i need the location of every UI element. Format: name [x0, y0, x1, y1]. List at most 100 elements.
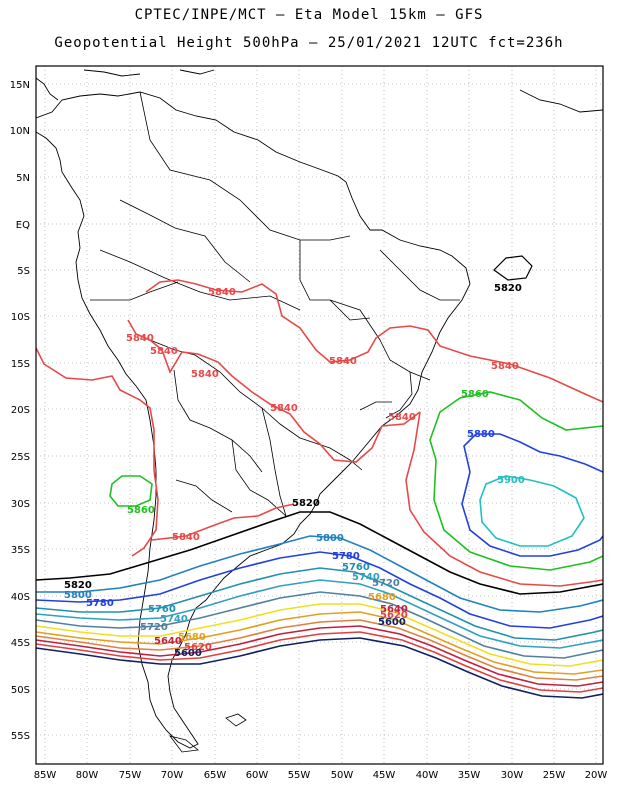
contour-label: 5840 — [388, 412, 416, 423]
lon-tick: 85W — [34, 770, 57, 781]
contour-label: 5900 — [497, 475, 525, 486]
contour-label: 5840 — [329, 356, 357, 367]
contour-label: 5600 — [378, 617, 406, 628]
lon-tick: 80W — [76, 770, 99, 781]
contour-label: 5780 — [332, 551, 360, 562]
contour-label: 5840 — [208, 287, 236, 298]
contours — [36, 255, 603, 699]
contour-label: 5840 — [491, 361, 519, 372]
contour-label: 5760 — [148, 604, 176, 615]
contour-5860-west — [109, 475, 153, 507]
contour-label: 5840 — [126, 333, 154, 344]
island-falklands — [225, 713, 247, 727]
lon-tick: 35W — [458, 770, 481, 781]
lat-tick: 40S — [11, 592, 30, 603]
contour-5760 — [36, 567, 603, 641]
lat-tick: 20S — [11, 405, 30, 416]
longitude-axis: 85W 80W 75W 70W 65W 60W 55W 50W 45W 40W … — [34, 770, 608, 781]
contour-5880-high — [463, 433, 603, 473]
contour-label: 5840 — [150, 346, 178, 357]
contour-5860-high — [429, 391, 603, 461]
lon-tick: 60W — [246, 770, 269, 781]
lon-tick: 25W — [543, 770, 566, 781]
graticule — [36, 66, 603, 764]
lat-tick: 5S — [17, 266, 30, 277]
contour-label: 5840 — [270, 403, 298, 414]
lon-tick: 50W — [331, 770, 354, 781]
lon-tick: 30W — [501, 770, 524, 781]
contour-5840-pacific — [36, 347, 159, 557]
contour-5640 — [36, 625, 603, 687]
lat-tick: 25S — [11, 452, 30, 463]
coastline-central-america — [36, 69, 603, 113]
contour-5840-pacific-2 — [151, 503, 295, 541]
map-frame — [35, 65, 604, 765]
country-borders — [90, 91, 460, 517]
island-tierra-del-fuego — [169, 735, 199, 753]
contour-5700 — [36, 603, 603, 667]
contour-label: 5740 — [352, 572, 380, 583]
contour-label: 5820 — [64, 580, 92, 591]
contour-5800 — [36, 535, 603, 613]
lon-tick: 40W — [416, 770, 439, 781]
contour-label: 5800 — [64, 590, 92, 601]
lat-tick: 50S — [11, 685, 30, 696]
contour-5900-high — [479, 475, 585, 547]
contour-5780 — [36, 551, 603, 629]
contour-5740 — [36, 579, 603, 649]
contour-labels: 5820 5840 5840 5840 5840 5840 5840 5840 … — [64, 283, 525, 659]
lat-tick: 15N — [10, 80, 30, 91]
lat-tick: 10S — [11, 312, 30, 323]
contour-5720 — [36, 591, 603, 659]
contour-5600 — [36, 637, 603, 699]
contour-5840-inland — [145, 279, 603, 403]
contour-label: 5720 — [140, 622, 168, 633]
contour-5660 — [36, 619, 603, 681]
lat-tick: 55S — [11, 731, 30, 742]
contour-label: 5600 — [174, 648, 202, 659]
contour-label: 5880 — [467, 429, 495, 440]
contour-label: 5720 — [372, 578, 400, 589]
lon-tick: 65W — [204, 770, 227, 781]
contour-label: 5620 — [380, 610, 408, 621]
contour-label: 5740 — [160, 614, 188, 625]
lat-tick: 30S — [11, 499, 30, 510]
contour-label: 5840 — [191, 369, 219, 380]
lon-tick: 75W — [119, 770, 142, 781]
contour-5820 — [36, 511, 603, 595]
contour-label: 5860 — [461, 389, 489, 400]
contour-label: 5860 — [127, 505, 155, 516]
lon-tick: 70W — [161, 770, 184, 781]
contour-label: 5820 — [292, 498, 320, 509]
lat-tick: 35S — [11, 545, 30, 556]
contour-label: 5800 — [316, 533, 344, 544]
lat-tick: EQ — [16, 220, 30, 231]
contour-label: 5780 — [86, 598, 114, 609]
contour-5840-west — [127, 319, 421, 463]
contour-label: 5640 — [154, 636, 182, 647]
contour-label: 5820 — [494, 283, 522, 294]
map-title: CPTEC/INPE/MCT – Eta Model 15km – GFS — [134, 7, 484, 23]
contour-label: 5680 — [368, 592, 396, 603]
lat-tick: 15S — [11, 359, 30, 370]
contour-5880-high-south — [461, 471, 603, 557]
lon-tick: 55W — [288, 770, 311, 781]
contour-5820-ne — [493, 255, 533, 281]
contour-label: 5840 — [172, 532, 200, 543]
lon-tick: 45W — [373, 770, 396, 781]
contour-label: 5680 — [178, 632, 206, 643]
lat-tick: 10N — [10, 126, 30, 137]
contour-label: 5620 — [184, 642, 212, 653]
lon-tick: 20W — [585, 770, 608, 781]
map-subtitle: Geopotential Height 500hPa – 25/01/2021 … — [54, 35, 564, 51]
contour-5860-high-south — [433, 459, 603, 571]
lat-tick: 45S — [11, 638, 30, 649]
latitude-axis: 15N 10N 5N EQ 5S 10S 15S 20S 25S 30S 35S… — [10, 80, 30, 742]
contour-5840-high-south — [405, 411, 603, 587]
contour-label: 5760 — [342, 562, 370, 573]
lat-tick: 5N — [16, 173, 30, 184]
contour-5680 — [36, 611, 603, 675]
contour-5620 — [36, 631, 603, 693]
coastline-south-america — [36, 91, 471, 749]
